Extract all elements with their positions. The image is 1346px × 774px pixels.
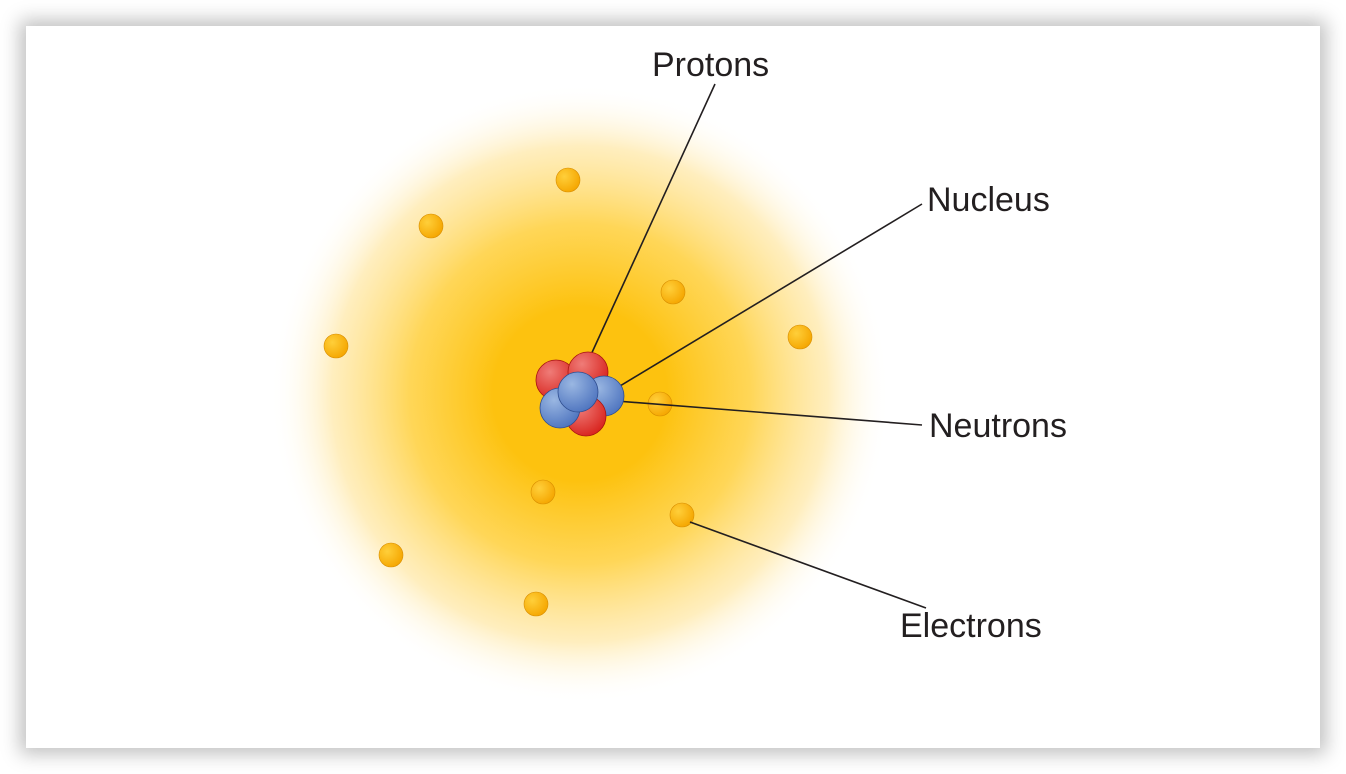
neutron	[558, 372, 598, 412]
electron	[661, 280, 685, 304]
electron	[670, 503, 694, 527]
electron	[788, 325, 812, 349]
diagram-frame: Protons Nucleus Neutrons Electrons	[26, 26, 1320, 748]
electron	[324, 334, 348, 358]
electron	[556, 168, 580, 192]
electron	[531, 480, 555, 504]
label-protons: Protons	[652, 46, 769, 85]
label-electrons: Electrons	[900, 607, 1042, 646]
electron	[379, 543, 403, 567]
electron	[524, 592, 548, 616]
atom-diagram-svg	[26, 26, 1320, 748]
label-neutrons: Neutrons	[929, 407, 1067, 446]
label-nucleus: Nucleus	[927, 181, 1050, 220]
electron	[419, 214, 443, 238]
